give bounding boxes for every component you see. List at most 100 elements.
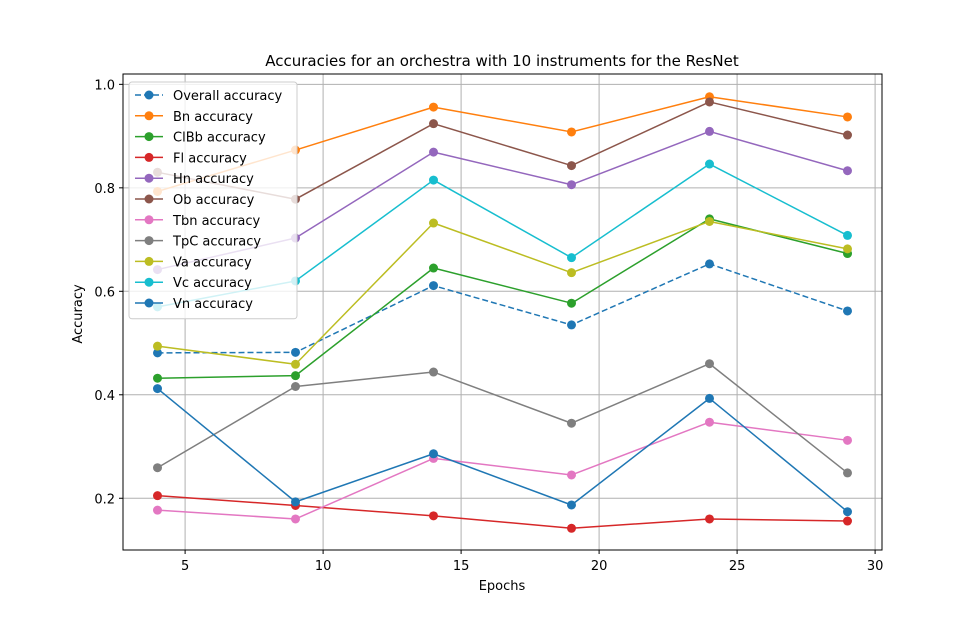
data-point (705, 393, 714, 403)
legend-label: Overall accuracy (173, 89, 283, 104)
x-axis-label: Epochs (479, 579, 526, 594)
data-point (153, 491, 162, 501)
data-point (153, 463, 162, 473)
legend-item: Overall accuracy (135, 89, 283, 104)
data-point (705, 417, 714, 427)
series-fl-accuracy (153, 491, 852, 533)
legend-label: ClBb accuracy (173, 131, 266, 146)
data-point (429, 119, 438, 129)
legend-label: Ob accuracy (173, 193, 255, 208)
legend-box (128, 81, 298, 320)
data-point (153, 373, 162, 383)
y-tick-label: 1.0 (94, 78, 115, 93)
data-point (429, 281, 438, 291)
data-point (291, 359, 300, 369)
legend-item: Fl accuracy (135, 151, 247, 166)
legend-item: ClBb accuracy (135, 131, 266, 146)
legend-label: Vn accuracy (173, 297, 253, 312)
legend-item: TpC accuracy (135, 235, 261, 250)
legend-label: Tbn accuracy (172, 214, 261, 229)
legend-item: Hn accuracy (135, 172, 254, 187)
data-point (567, 161, 576, 171)
data-point (567, 253, 576, 263)
data-point (843, 166, 852, 176)
series-line (157, 362, 848, 474)
data-point (567, 298, 576, 308)
legend: Overall accuracy Bn accuracy ClBb accuracy… (128, 81, 298, 320)
data-point (843, 507, 852, 517)
legend-label: Fl accuracy (173, 151, 247, 166)
x-tick-label: 25 (729, 559, 746, 574)
data-point (705, 259, 714, 269)
series-line (157, 220, 848, 366)
series-line (157, 421, 848, 520)
x-tick-label: 15 (453, 559, 470, 574)
data-point (429, 449, 438, 459)
legend-label: Vc accuracy (173, 276, 252, 291)
data-point (567, 470, 576, 480)
chart-title: Accuracies for an orchestra with 10 inst… (265, 52, 739, 70)
data-point (843, 112, 852, 122)
legend-label: Va accuracy (173, 255, 252, 270)
data-point (843, 244, 852, 254)
y-tick-label: 0.6 (94, 285, 115, 300)
data-point (291, 497, 300, 507)
series-line (157, 387, 848, 513)
data-point (843, 130, 852, 140)
legend-item: Bn accuracy (135, 110, 253, 125)
y-tick-label: 0.2 (94, 492, 115, 507)
data-point (843, 230, 852, 240)
data-point (567, 523, 576, 533)
y-tick-label: 0.8 (94, 182, 115, 197)
legend-marker (144, 256, 154, 266)
series-tbn-accuracy (153, 417, 852, 524)
data-point (429, 102, 438, 112)
data-point (567, 418, 576, 428)
legend-marker (144, 277, 154, 287)
data-point (153, 341, 162, 351)
data-point (291, 514, 300, 524)
y-tick-label: 0.4 (94, 389, 115, 404)
tick-layer: 5 10 15 20 25 30 0.2 0.4 0.6 0.8 1.0 (94, 78, 883, 574)
data-point (705, 216, 714, 226)
series-line (157, 494, 848, 530)
y-axis-label: Accuracy (71, 284, 86, 344)
x-tick-label: 10 (315, 559, 332, 574)
data-point (843, 468, 852, 478)
legend-marker (144, 194, 154, 204)
series-overall-accuracy (153, 259, 852, 358)
legend-marker (144, 236, 154, 246)
data-point (291, 347, 300, 357)
data-point (705, 97, 714, 107)
legend-marker (144, 298, 154, 308)
legend-label: Hn accuracy (173, 172, 254, 187)
data-point (429, 367, 438, 377)
data-point (429, 175, 438, 185)
legend-label: TpC accuracy (172, 235, 261, 250)
legend-item: Va accuracy (135, 255, 252, 270)
series-line (157, 218, 848, 379)
legend-label: Bn accuracy (173, 110, 253, 125)
data-point (567, 180, 576, 190)
series-tpc-accuracy (153, 359, 852, 478)
series-va-accuracy (153, 216, 852, 369)
legend-marker (144, 173, 154, 183)
legend-item: Tbn accuracy (135, 214, 261, 229)
data-point (429, 147, 438, 157)
data-point (153, 384, 162, 394)
data-point (705, 126, 714, 136)
data-point (153, 348, 162, 358)
data-point (567, 320, 576, 330)
legend-item: Vn accuracy (135, 297, 253, 312)
data-point (843, 306, 852, 316)
data-point (429, 218, 438, 228)
data-point (429, 263, 438, 273)
data-point (843, 435, 852, 445)
legend-marker (144, 111, 154, 121)
legend-marker (144, 132, 154, 142)
data-point (567, 268, 576, 278)
data-point (291, 371, 300, 381)
legend-marker (144, 215, 154, 225)
data-point (705, 359, 714, 369)
series-vn-accuracy (153, 384, 852, 517)
